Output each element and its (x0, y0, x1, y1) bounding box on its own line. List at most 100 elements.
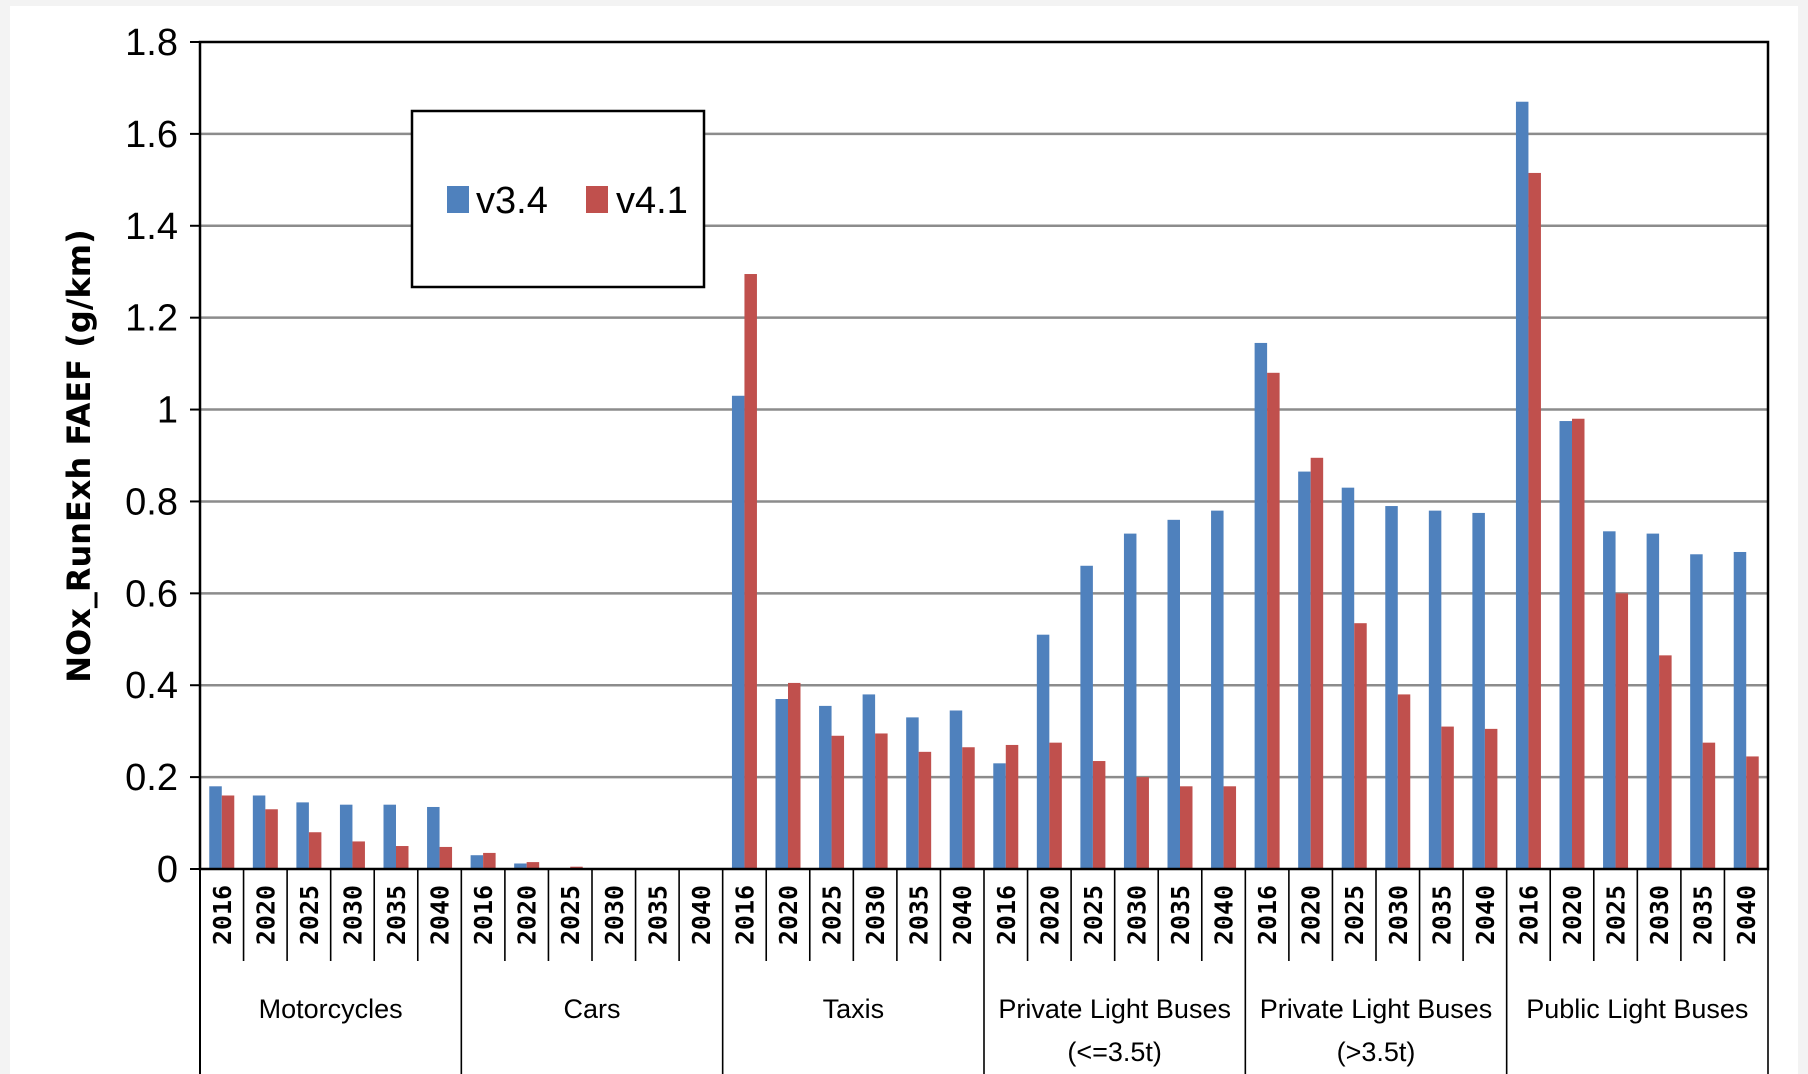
x-tick-label-year: 2016 (1253, 885, 1282, 945)
bar-v3-4-private-light-buses-2040 (1211, 510, 1224, 869)
bar-chart: 00.20.40.60.811.21.41.61.8 2016 2020 2025 2… (60, 22, 1770, 1074)
x-tick-label-year: 2030 (1645, 885, 1674, 945)
bar-v3-4-private-light-buses-2016 (993, 763, 1006, 869)
legend-label-v3-4: v3.4 (476, 180, 548, 222)
x-tick-label-year: 2040 (1732, 885, 1761, 945)
y-tick-label: 0 (157, 849, 178, 891)
bar-v3-4-cars-2016 (470, 855, 484, 869)
bar-v3-4-private-light-buses-2025 (1080, 565, 1093, 869)
x-tick-label-year: 2020 (251, 885, 280, 945)
y-tick-label: 1 (157, 390, 178, 432)
y-tick-label: 1.2 (125, 298, 178, 340)
x-tick-label-year: 2040 (426, 885, 455, 945)
group-label-line2: (>3.5t) (1337, 1037, 1416, 1067)
x-tick-label-year: 2035 (643, 885, 672, 945)
bar-v4-1-taxis-2025 (831, 735, 845, 869)
x-tick-label-year: 2025 (295, 885, 324, 945)
bar-v4-1-private-light-buses-2035 (1441, 726, 1454, 869)
x-tick-label-year: 2035 (1166, 885, 1195, 945)
group-label: Public Light Buses (1526, 994, 1748, 1024)
x-tick-label-year: 2025 (1079, 885, 1108, 945)
x-tick-label-year: 2035 (1427, 885, 1456, 945)
bar-v3-4-private-light-buses-2035 (1167, 519, 1180, 869)
bar-v3-4-taxis-2035 (906, 717, 919, 869)
bar-v3-4-motorcycles-2016 (209, 786, 222, 869)
x-tick-label-year: 2025 (818, 885, 847, 945)
bar-v4-1-private-light-buses-2016 (1005, 744, 1019, 869)
bar-v4-1-cars-2016 (483, 852, 496, 869)
legend: v3.4 v4.1 (410, 109, 706, 289)
bar-v3-4-public-light-buses-2020 (1559, 421, 1572, 869)
group-label: Motorcycles (259, 994, 403, 1024)
group-label: Private Light Buses (998, 994, 1231, 1024)
x-tick-label-year: 2035 (905, 885, 934, 945)
bars (209, 101, 1759, 870)
x-tick-label-year: 2016 (730, 885, 759, 945)
bar-v4-1-motorcycles-2035 (396, 846, 409, 869)
group-label-line2: (<=3.5t) (1067, 1037, 1162, 1067)
bar-v4-1-motorcycles-2020 (265, 809, 278, 869)
x-tick-label-year: 2035 (382, 885, 411, 945)
bar-v4-1-public-light-buses-2035 (1702, 742, 1716, 869)
bar-v3-4-public-light-buses-2025 (1603, 531, 1616, 869)
bar-v3-4-private-light-buses-2030 (1385, 506, 1398, 869)
bar-v4-1-private-light-buses-2020 (1310, 457, 1324, 869)
x-tick-label-year: 2040 (1210, 885, 1239, 945)
x-tick-label-year: 2020 (1297, 885, 1326, 945)
y-axis-ticks: 0 0.2 0.4 0.6 0.8 1 1.2 1.4 1.6 1.8 (125, 22, 201, 1074)
bar-v4-1-public-light-buses-2020 (1572, 418, 1585, 869)
bar-v4-1-motorcycles-2016 (221, 795, 235, 869)
x-tick-label-year: 2025 (1602, 885, 1631, 945)
bar-v4-1-public-light-buses-2025 (1615, 593, 1629, 869)
x-tick-label-year: 2040 (687, 885, 716, 945)
bar-v4-1-cars-2020 (526, 862, 540, 869)
bar-v3-4-private-light-buses-2025 (1341, 487, 1355, 869)
bar-v4-1-taxis-2040 (962, 747, 975, 869)
bar-v3-4-motorcycles-2035 (383, 804, 396, 869)
bar-v4-1-taxis-2030 (875, 733, 888, 869)
x-tick-label-year: 2030 (338, 885, 367, 945)
y-tick-label: 0.8 (125, 481, 178, 523)
bar-v3-4-private-light-buses-2030 (1123, 533, 1137, 869)
bar-v4-1-public-light-buses-2030 (1659, 655, 1672, 869)
x-tick-label-year: 2025 (556, 885, 585, 945)
y-tick-label: 0.2 (125, 757, 178, 799)
legend-swatch-v3-4 (447, 186, 469, 213)
x-tick-label-year: 2025 (1340, 885, 1369, 945)
bar-v3-4-motorcycles-2040 (427, 806, 440, 869)
x-tick-label-year: 2030 (861, 885, 890, 945)
group-label: Taxis (823, 994, 885, 1024)
x-tick-label-year: 2016 (469, 885, 498, 945)
bar-v3-4-public-light-buses-2016 (1515, 101, 1529, 869)
bar-v3-4-private-light-buses-2020 (1036, 634, 1050, 869)
bar-v3-4-private-light-buses-2040 (1472, 512, 1485, 869)
group-label: Cars (563, 994, 620, 1024)
bar-v4-1-private-light-buses-2030 (1397, 694, 1411, 869)
x-tick-label-year: 2016 (1514, 885, 1543, 945)
bar-v3-4-motorcycles-2030 (339, 804, 353, 869)
x-tick-label-year: 2020 (1035, 885, 1064, 945)
bar-v4-1-motorcycles-2025 (308, 832, 322, 869)
bar-v4-1-taxis-2016 (744, 274, 757, 870)
x-tick-label-year: 2016 (992, 885, 1021, 945)
bar-v4-1-motorcycles-2040 (439, 846, 453, 869)
bar-v3-4-public-light-buses-2040 (1733, 551, 1747, 869)
bar-v3-4-taxis-2016 (731, 395, 745, 869)
chart-frame: 0 0.2 0.4 0.6 0.8 1 1.2 1.4 1.6 1.8 2016 2020 2025 2… (10, 6, 1798, 1074)
x-tick-label-year: 2020 (513, 885, 542, 945)
legend-label-v4-1: v4.1 (616, 180, 688, 222)
y-tick-label: 1.6 (125, 114, 178, 156)
x-tick-label-year: 2035 (1689, 885, 1718, 945)
bar-v4-1-public-light-buses-2040 (1746, 756, 1759, 869)
x-tick-label-year: 2020 (1558, 885, 1587, 945)
bar-v3-4-private-light-buses-2020 (1298, 471, 1311, 869)
bar-v3-4-taxis-2020 (775, 699, 788, 869)
x-tick-label-year: 2020 (774, 885, 803, 945)
bar-v4-1-motorcycles-2030 (352, 841, 365, 869)
legend-swatch-v4-1 (586, 186, 608, 213)
x-tick-label-year: 2030 (1122, 885, 1151, 945)
bar-v4-1-private-light-buses-2025 (1092, 761, 1106, 869)
bar-v4-1-private-light-buses-2035 (1180, 786, 1193, 869)
bar-v3-4-private-light-buses-2016 (1254, 342, 1268, 869)
y-tick-label: 1.4 (125, 206, 178, 248)
